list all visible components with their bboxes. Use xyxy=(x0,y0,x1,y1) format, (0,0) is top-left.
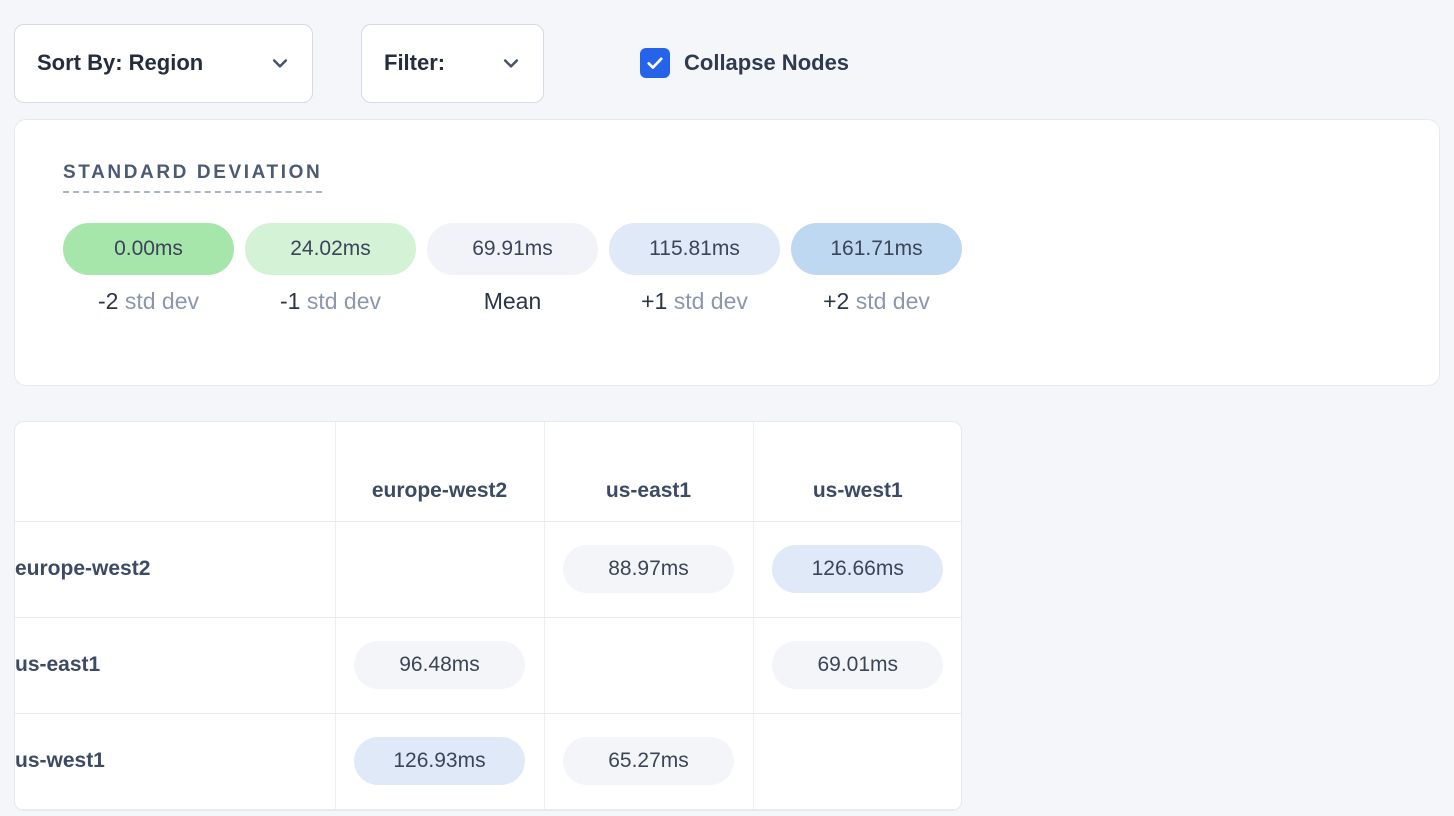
check-icon xyxy=(647,57,663,69)
legend-sigma: -1 xyxy=(280,288,301,314)
legend-item: 24.02ms -1 std dev xyxy=(245,223,416,315)
matrix-cell[interactable]: 69.01ms xyxy=(753,617,961,714)
legend-caption: -2 std dev xyxy=(63,288,234,315)
table-row: europe-west2 88.97ms 126.66ms xyxy=(15,521,961,618)
legend-pill: 115.81ms xyxy=(609,223,780,275)
legend-caption: +2 std dev xyxy=(791,288,962,315)
cell-value: 126.66ms xyxy=(772,545,944,593)
cell-value: 88.97ms xyxy=(563,545,734,593)
legend-caption: Mean xyxy=(483,288,542,314)
cell-value xyxy=(772,737,943,785)
table-row: us-west1 126.93ms 65.27ms xyxy=(15,713,961,810)
sort-by-label: Sort By: Region xyxy=(37,50,204,75)
legend-item: 115.81ms +1 std dev xyxy=(609,223,780,315)
collapse-nodes-label: Collapse Nodes xyxy=(684,50,850,75)
cell-value xyxy=(563,641,734,689)
legend-pill: 0.00ms xyxy=(63,223,234,275)
legend-pill: 24.02ms xyxy=(245,223,416,275)
column-header[interactable]: us-west1 xyxy=(753,422,961,522)
cell-value: 65.27ms xyxy=(563,737,734,785)
cell-value: 69.01ms xyxy=(772,641,944,689)
row-header[interactable]: us-east1 xyxy=(15,617,336,714)
checkbox-box[interactable] xyxy=(640,48,670,78)
legend-item: 0.00ms -2 std dev xyxy=(63,223,234,315)
legend-item: 161.71ms +2 std dev xyxy=(791,223,962,315)
legend-caption: +1 std dev xyxy=(609,288,780,315)
filter-label: Filter: xyxy=(384,50,446,75)
column-header[interactable]: europe-west2 xyxy=(335,422,545,522)
chevron-down-icon xyxy=(272,59,288,68)
filter-select[interactable]: Filter: xyxy=(361,23,544,103)
legend-caption: -1 std dev xyxy=(245,288,416,315)
latency-matrix: europe-west2 us-east1 us-west1 europe-we… xyxy=(14,421,962,811)
cell-value xyxy=(354,545,525,593)
cell-value: 96.48ms xyxy=(354,641,525,689)
legend-unit: std dev xyxy=(300,288,381,314)
row-header[interactable]: europe-west2 xyxy=(15,521,336,618)
toolbar: Sort By: Region Filter: Collapse Nodes xyxy=(0,0,1454,110)
legend-scale: 0.00ms -2 std dev 24.02ms -1 std dev 69.… xyxy=(63,223,1439,315)
matrix-cell[interactable] xyxy=(544,617,754,714)
legend-pill: 69.91ms xyxy=(427,223,598,275)
legend-item: 69.91ms Mean xyxy=(427,223,598,315)
legend-title: STANDARD DEVIATION xyxy=(63,162,323,193)
matrix-corner xyxy=(15,422,336,522)
matrix-cell[interactable]: 126.93ms xyxy=(335,713,545,810)
cell-value: 126.93ms xyxy=(354,737,525,785)
legend-unit: std dev xyxy=(849,288,930,314)
matrix-cell[interactable]: 88.97ms xyxy=(544,521,754,618)
matrix-cell[interactable] xyxy=(753,713,961,810)
matrix-cell[interactable]: 126.66ms xyxy=(753,521,961,618)
chevron-down-icon xyxy=(503,59,519,68)
column-header[interactable]: us-east1 xyxy=(544,422,754,522)
legend-unit: std dev xyxy=(118,288,199,314)
matrix-cell[interactable] xyxy=(335,521,545,618)
legend-sigma: -2 xyxy=(98,288,119,314)
legend-unit: std dev xyxy=(667,288,748,314)
matrix-cell[interactable]: 65.27ms xyxy=(544,713,754,810)
matrix-cell[interactable]: 96.48ms xyxy=(335,617,545,714)
table-header-row: europe-west2 us-east1 us-west1 xyxy=(15,422,961,522)
table-row: us-east1 96.48ms 69.01ms xyxy=(15,617,961,714)
collapse-nodes-checkbox[interactable]: Collapse Nodes xyxy=(640,48,849,78)
legend-sigma: +2 xyxy=(823,288,850,314)
legend-pill: 161.71ms xyxy=(791,223,962,275)
sort-by-select[interactable]: Sort By: Region xyxy=(14,23,313,103)
standard-deviation-card: STANDARD DEVIATION 0.00ms -2 std dev 24.… xyxy=(14,119,1440,386)
row-header[interactable]: us-west1 xyxy=(15,713,336,810)
legend-sigma: +1 xyxy=(641,288,668,314)
